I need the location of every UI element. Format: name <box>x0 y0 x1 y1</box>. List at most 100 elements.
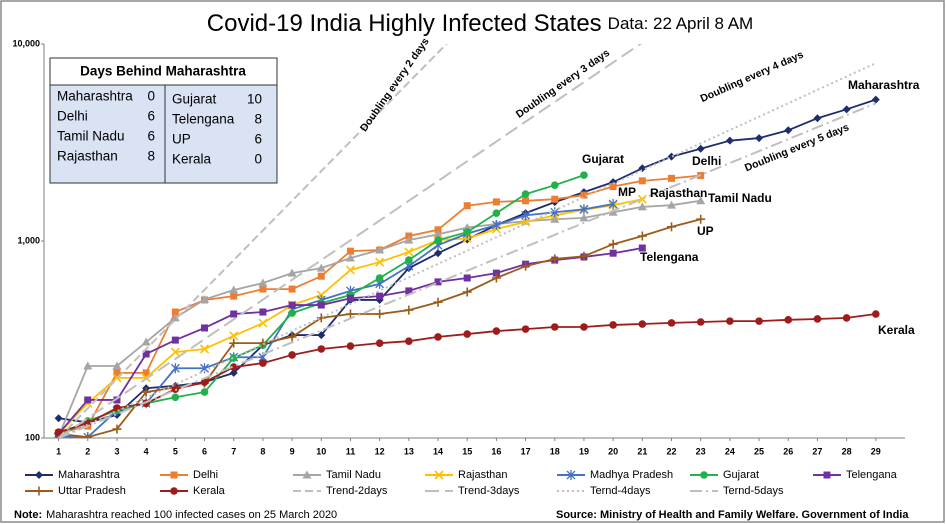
marker <box>637 194 647 204</box>
marker <box>433 229 443 238</box>
marker <box>54 414 63 423</box>
marker <box>229 338 239 348</box>
marker <box>170 363 180 374</box>
marker <box>404 235 414 244</box>
marker <box>287 332 297 342</box>
note-label: Note: <box>14 509 42 521</box>
marker <box>842 105 851 114</box>
marker <box>667 222 677 232</box>
marker <box>492 327 501 335</box>
legend-item: Uttar Pradesh <box>25 485 126 497</box>
table-days: 6 <box>147 109 155 124</box>
marker <box>302 470 312 479</box>
marker <box>375 245 385 254</box>
marker <box>229 331 239 341</box>
marker <box>113 369 121 377</box>
marker <box>608 239 618 249</box>
x-tick-label: 15 <box>462 446 472 456</box>
marker <box>288 285 296 293</box>
marker <box>696 196 706 205</box>
marker <box>287 268 297 277</box>
marker <box>171 336 179 344</box>
marker <box>667 200 677 209</box>
marker <box>258 318 268 328</box>
legend-label: Trend-2days <box>326 485 388 497</box>
marker <box>609 321 617 329</box>
chart-title: Covid-19 India Highly Infected States <box>207 10 602 37</box>
marker <box>696 318 705 326</box>
marker <box>229 285 239 294</box>
marker <box>492 198 500 206</box>
x-tick-label: 13 <box>404 446 414 456</box>
series-line <box>58 44 643 438</box>
table-days: 0 <box>147 89 155 104</box>
marker <box>433 297 443 307</box>
marker <box>404 247 414 257</box>
marker <box>35 471 43 479</box>
marker <box>113 396 121 404</box>
legend-item: Ternd-4days <box>557 485 651 497</box>
marker <box>345 253 355 262</box>
x-tick-label: 5 <box>173 446 178 456</box>
marker <box>375 339 384 347</box>
marker <box>492 269 500 277</box>
marker <box>170 471 178 479</box>
marker <box>346 342 355 350</box>
marker <box>434 226 442 234</box>
marker <box>521 190 530 198</box>
marker <box>609 249 617 257</box>
marker <box>550 181 559 189</box>
marker <box>375 274 384 282</box>
title-line: Covid-19 India Highly Infected States Dat… <box>207 10 753 37</box>
marker <box>463 228 472 236</box>
x-tick-label: 17 <box>521 446 531 456</box>
marker <box>725 136 734 145</box>
marker <box>550 207 560 218</box>
series-end-label: Gujarat <box>582 152 624 166</box>
legend-item: Kerala <box>160 485 226 497</box>
marker <box>491 220 501 231</box>
marker <box>434 278 442 286</box>
legend-label: Rajasthan <box>458 469 508 481</box>
marker <box>434 249 443 258</box>
legend-label: Trend-3days <box>458 485 520 497</box>
marker <box>638 177 646 185</box>
y-tick-label: 10,000 <box>12 38 40 48</box>
x-tick-label: 22 <box>667 446 677 456</box>
marker <box>259 359 267 367</box>
legend-item: Tamil Nadu <box>293 469 381 481</box>
legend-item: Trend-3days <box>425 485 520 497</box>
marker <box>199 344 210 354</box>
legend-item: Maharashtra <box>25 469 121 481</box>
marker <box>288 309 296 317</box>
marker <box>638 244 646 252</box>
x-tick-label: 10 <box>316 446 326 456</box>
series-line <box>58 102 877 438</box>
marker <box>580 171 588 179</box>
legend-label: Gujarat <box>723 469 759 481</box>
marker <box>201 324 209 332</box>
marker <box>871 95 880 104</box>
x-tick-label: 4 <box>144 446 149 456</box>
marker <box>813 114 822 123</box>
x-tick-label: 14 <box>433 446 443 456</box>
x-tick-label: 29 <box>871 446 881 456</box>
x-tick-label: 8 <box>260 446 265 456</box>
x-tick-label: 1 <box>56 446 61 456</box>
marker <box>608 199 618 210</box>
x-tick-label: 9 <box>290 446 295 456</box>
marker <box>462 287 472 297</box>
table-state: UP <box>172 132 191 147</box>
y-tick-label: 1,000 <box>17 235 40 245</box>
marker <box>112 424 122 434</box>
marker <box>54 428 63 437</box>
marker <box>171 393 180 402</box>
marker <box>141 337 151 346</box>
marker <box>170 347 180 357</box>
marker <box>375 309 385 319</box>
marker <box>200 294 210 303</box>
marker <box>317 301 325 309</box>
marker <box>609 183 617 191</box>
marker <box>405 337 413 346</box>
